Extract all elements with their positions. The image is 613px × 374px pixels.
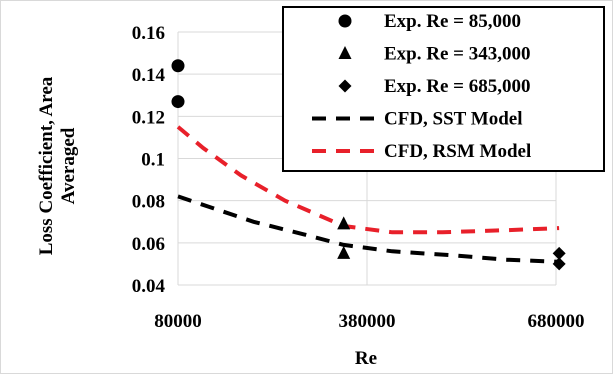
legend: Exp. Re = 85,000 Exp. Re = 343,000 Exp. Re… [282,6,605,172]
x-tick-label: 680000 [528,311,585,332]
y-axis-ticks: 0.04 0.06 0.08 0.1 0.12 0.14 0.16 [132,23,166,297]
y-tick-label: 0.04 [132,276,166,297]
legend-swatch-triangle [338,46,352,59]
legend-label: Exp. Re = 85,000 [384,11,521,32]
data-point-triangle [337,216,351,230]
y-tick-label: 0.06 [132,234,165,255]
data-point-circle [171,95,185,109]
legend-swatch-circle [338,14,352,28]
y-tick-label: 0.12 [132,107,165,128]
legend-label: Exp. Re = 685,000 [384,76,530,97]
x-axis-ticks: 80000 380000 680000 [154,311,584,332]
data-point-diamond [552,246,566,260]
x-axis-title: Re [355,348,377,369]
legend-label: CFD, SST Model [384,109,522,130]
legend-swatch-diamond [338,79,352,93]
x-tick-label: 80000 [154,311,202,332]
data-point-diamond [552,257,566,271]
y-tick-label: 0.14 [132,65,166,86]
data-point-triangle [337,245,351,259]
y-axis-title-line-1: Loss Coefficient, Area [36,76,57,255]
legend-label: Exp. Re = 343,000 [384,44,530,65]
legend-box [282,6,605,172]
series-markers [171,59,566,271]
x-tick-label: 380000 [339,311,396,332]
y-axis-title-line-2: Averaged [58,127,79,204]
y-tick-label: 0.16 [132,23,165,44]
y-tick-label: 0.1 [141,150,165,171]
y-tick-label: 0.08 [132,192,165,213]
data-point-circle [171,59,185,73]
series-line [177,194,560,264]
legend-label: CFD, RSM Model [384,141,531,162]
y-axis-title: Loss Coefficient, Area Averaged [36,76,79,255]
